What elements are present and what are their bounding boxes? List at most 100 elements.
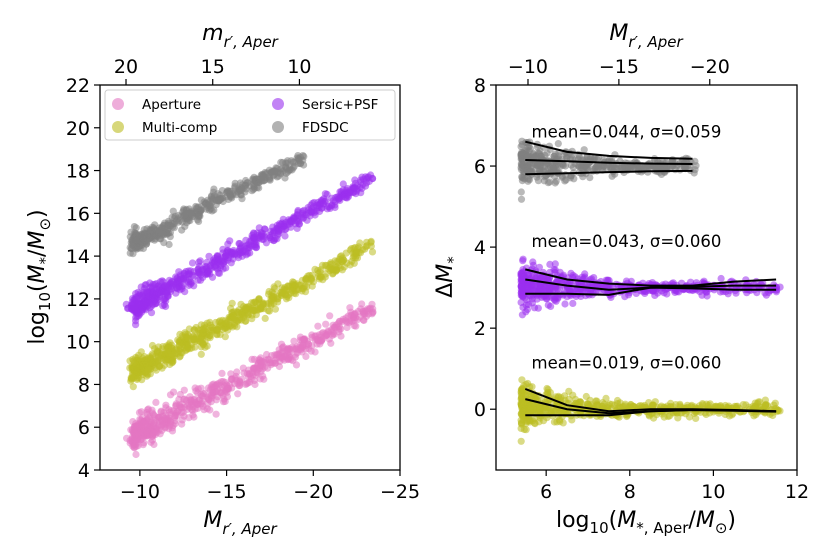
left-point-aperture [150, 429, 158, 437]
legend-marker [272, 121, 284, 133]
left-point-fdsdc [223, 193, 231, 201]
left-point-sersic-psf [287, 218, 295, 226]
left-point-fdsdc [250, 181, 258, 189]
left-point-sersic-psf [206, 270, 214, 278]
right-point-fdsdc [579, 166, 587, 174]
left-y-ticks: 4 6 8 10 12 14 16 18 20 22 [66, 75, 100, 482]
left-point-aperture [331, 323, 339, 332]
left-point-sersic-psf [172, 289, 180, 297]
right-y-axis-label: ΔM* [433, 256, 462, 298]
left-y-tick-label: 16 [66, 203, 90, 225]
left-point-multi-comp [221, 319, 229, 327]
left-point-aperture [324, 328, 332, 336]
left-point-multi-comp [151, 345, 159, 353]
right-x-tick-label: 6 [540, 481, 552, 503]
right-point-multi-comp [619, 402, 627, 411]
left-point-multi-comp [309, 278, 318, 286]
left-point-multi-comp [170, 352, 178, 360]
left-point-multi-comp [139, 371, 147, 379]
right-point-sersic-psf [530, 304, 539, 312]
left-top-tick-label: 15 [201, 56, 225, 78]
left-point-multi-comp [198, 336, 206, 344]
left-point-fdsdc [231, 179, 239, 187]
left-point-sersic-psf [351, 184, 359, 192]
left-x-axis-label: Mr′, Aper [203, 508, 277, 538]
left-point-multi-comp [299, 285, 307, 293]
left-point-sersic-psf [276, 220, 284, 228]
left-point-multi-comp [244, 303, 252, 311]
left-point-sersic-psf [132, 295, 141, 303]
left-x-tick-label: −10 [120, 481, 160, 503]
left-point-multi-comp [346, 246, 354, 254]
left-top-axis-label: mr′, Aper [202, 21, 279, 51]
left-point-fdsdc [160, 231, 168, 239]
left-point-aperture [365, 310, 373, 318]
left-point-sersic-psf [361, 173, 370, 181]
left-point-aperture [314, 322, 322, 330]
left-point-fdsdc [171, 214, 179, 222]
right-point-sersic-psf [732, 289, 740, 297]
left-point-sersic-psf [269, 229, 277, 238]
right-point-multi-comp [519, 400, 527, 408]
left-point-multi-comp [129, 383, 137, 391]
left-point-fdsdc [202, 205, 210, 213]
left-point-sersic-psf [162, 289, 170, 297]
left-point-sersic-psf [224, 240, 232, 248]
left-point-multi-comp [233, 317, 241, 325]
left-point-multi-comp [158, 364, 166, 372]
right-point-multi-comp [604, 401, 612, 410]
left-point-aperture [350, 316, 358, 324]
left-point-multi-comp [265, 287, 273, 296]
left-point-aperture [285, 353, 293, 361]
right-y-ticks: 0 2 4 6 8 [474, 75, 496, 421]
left-point-multi-comp [184, 344, 192, 353]
left-y-tick-label: 8 [78, 374, 90, 396]
left-point-fdsdc [161, 219, 169, 227]
right-point-multi-comp [554, 393, 562, 402]
right-top-axis-label: Mr′, Aper [609, 21, 683, 51]
right-point-sersic-psf [761, 289, 769, 297]
left-point-sersic-psf [128, 301, 136, 309]
left-point-multi-comp [368, 248, 377, 256]
left-point-multi-comp [192, 323, 200, 332]
right-point-multi-comp [535, 405, 543, 413]
left-point-aperture [183, 405, 191, 413]
left-point-aperture [257, 362, 265, 370]
left-point-fdsdc [295, 156, 303, 165]
left-point-fdsdc [129, 242, 138, 250]
left-point-multi-comp [176, 330, 184, 338]
right-point-multi-comp [517, 424, 525, 432]
left-x-tick-label: −25 [380, 481, 420, 503]
right-point-sersic-psf [553, 285, 561, 293]
left-point-aperture [168, 427, 177, 435]
left-point-aperture [137, 408, 145, 416]
right-point-sersic-psf [522, 308, 530, 316]
left-point-fdsdc [181, 222, 189, 231]
left-point-aperture [137, 435, 145, 444]
left-point-multi-comp [144, 354, 152, 363]
right-y-tick-label: 2 [474, 318, 486, 340]
left-point-fdsdc [242, 185, 250, 193]
left-point-multi-comp [185, 325, 193, 333]
right-point-sersic-psf [547, 302, 555, 310]
left-point-fdsdc [259, 177, 267, 185]
left-bottom-ticks: −10 −15 −20 −25 [120, 470, 420, 503]
right-trend-line [525, 286, 777, 296]
left-point-fdsdc [259, 171, 267, 179]
left-y-tick-label: 22 [66, 75, 90, 97]
left-point-aperture [152, 398, 160, 406]
right-point-fdsdc [534, 177, 543, 185]
left-point-aperture [245, 366, 253, 374]
right-point-sersic-psf [717, 274, 725, 283]
left-point-aperture [248, 355, 256, 363]
left-y-axis-label: log10(M*/M⊙) [25, 209, 54, 344]
left-point-multi-comp [233, 323, 241, 331]
left-point-aperture [166, 408, 174, 416]
left-point-sersic-psf [159, 278, 167, 286]
left-point-fdsdc [139, 234, 147, 242]
left-point-fdsdc [181, 211, 189, 219]
right-point-multi-comp [530, 419, 539, 427]
left-y-tick-label: 10 [66, 332, 90, 354]
left-point-sersic-psf [135, 312, 143, 320]
right-point-fdsdc [546, 178, 554, 186]
